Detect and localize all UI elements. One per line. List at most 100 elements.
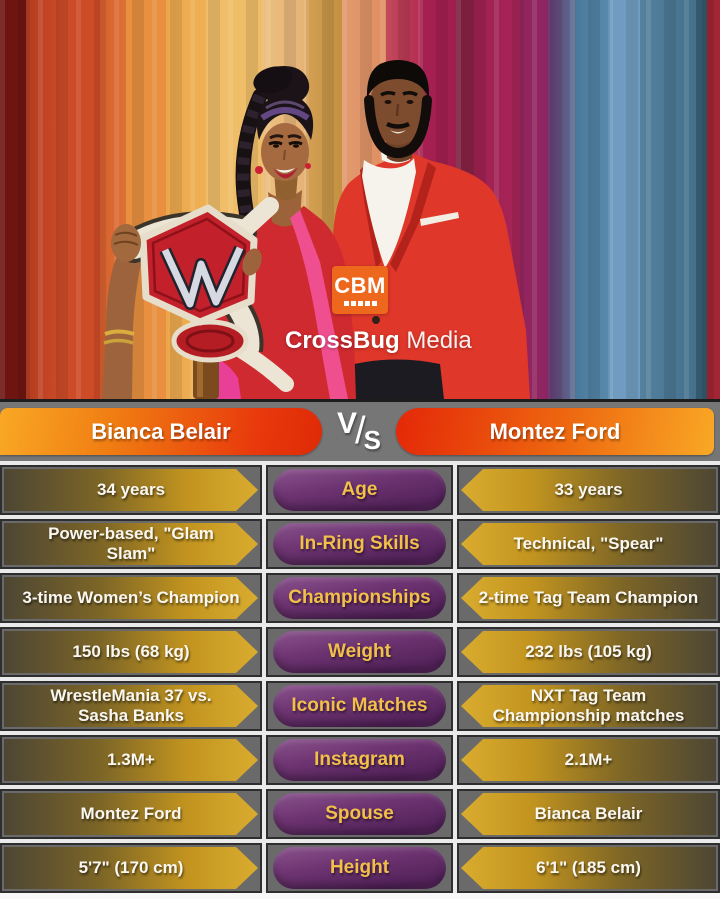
table-row: 3-time Women’s Champion Championships 2-… bbox=[0, 573, 720, 623]
right-value-cell: 2-time Tag Team Champion bbox=[457, 573, 720, 623]
table-row: Montez Ford Spouse Bianca Belair bbox=[0, 789, 720, 839]
left-arrow-shape bbox=[4, 685, 258, 727]
category-label: Iconic Matches bbox=[291, 695, 428, 717]
left-arrow-shape bbox=[4, 469, 258, 511]
vs-slash: / bbox=[355, 410, 366, 452]
vs-label: V / S bbox=[322, 402, 396, 461]
right-value: 33 years bbox=[554, 480, 623, 500]
category-pill bbox=[273, 631, 446, 673]
left-arrow-shape bbox=[4, 523, 258, 565]
category-cell: Weight bbox=[266, 627, 453, 677]
table-row: 5'7" (170 cm) Height 6'1" (185 cm) bbox=[0, 843, 720, 893]
vs-v: V bbox=[337, 406, 358, 440]
watermark-brand-bold: CrossBug bbox=[285, 327, 400, 354]
right-value-cell: 232 lbs (105 kg) bbox=[457, 627, 720, 677]
right-value-cell: 2.1M+ bbox=[457, 735, 720, 785]
left-value-cell: 34 years bbox=[0, 465, 262, 515]
vs-header-bar: Bianca Belair V / S Montez Ford bbox=[0, 399, 720, 461]
left-value: 34 years bbox=[96, 480, 166, 500]
cbm-logo-text: CBM bbox=[334, 272, 386, 298]
bottom-margin bbox=[0, 893, 720, 899]
right-value: 2.1M+ bbox=[564, 750, 613, 770]
left-arrow-shape bbox=[4, 847, 258, 889]
right-arrow-shape bbox=[461, 847, 716, 889]
category-pill bbox=[273, 469, 446, 511]
right-arrow-shape bbox=[461, 523, 716, 565]
vs-s: S bbox=[363, 425, 381, 455]
left-arrow-shape bbox=[4, 577, 258, 619]
left-value-cell: Power-based, "Glam Slam" bbox=[0, 519, 262, 569]
table-row: 150 lbs (68 kg) Weight 232 lbs (105 kg) bbox=[0, 627, 720, 677]
table-row: 34 years Age 33 years bbox=[0, 465, 720, 515]
category-cell: Height bbox=[266, 843, 453, 893]
left-value: 3-time Women’s Champion bbox=[22, 588, 240, 608]
left-name-pill: Bianca Belair bbox=[0, 408, 322, 455]
category-label: Spouse bbox=[325, 803, 394, 825]
left-value: 5'7" (170 cm) bbox=[78, 858, 184, 878]
watermark-brand-light-text: Media bbox=[406, 327, 472, 354]
comparison-table: 34 years Age 33 years Power-based, "Glam… bbox=[0, 461, 720, 893]
left-value: 150 lbs (68 kg) bbox=[72, 642, 190, 662]
right-arrow-shape bbox=[461, 577, 716, 619]
montez-figure bbox=[291, 60, 530, 399]
people-illustration bbox=[102, 60, 530, 399]
left-value: 1.3M+ bbox=[107, 750, 155, 770]
right-arrow-shape bbox=[461, 631, 716, 673]
category-cell: Spouse bbox=[266, 789, 453, 839]
left-arrow-shape bbox=[4, 793, 258, 835]
left-value: WrestleMania 37 vs. Sasha Banks bbox=[50, 686, 212, 725]
left-arrow-shape bbox=[4, 739, 258, 781]
left-value-cell: 5'7" (170 cm) bbox=[0, 843, 262, 893]
table-row: 1.3M+ Instagram 2.1M+ bbox=[0, 735, 720, 785]
right-value-cell: NXT Tag Team Championship matches bbox=[457, 681, 720, 731]
category-label: In-Ring Skills bbox=[299, 533, 420, 555]
category-pill bbox=[273, 685, 446, 727]
left-value-cell: Montez Ford bbox=[0, 789, 262, 839]
category-pill bbox=[273, 739, 446, 781]
right-value: NXT Tag Team Championship matches bbox=[492, 686, 685, 725]
category-cell: Iconic Matches bbox=[266, 681, 453, 731]
left-arrow-shape bbox=[4, 631, 258, 673]
left-value-cell: WrestleMania 37 vs. Sasha Banks bbox=[0, 681, 262, 731]
right-value: 6'1" (185 cm) bbox=[536, 858, 641, 878]
left-value-cell: 1.3M+ bbox=[0, 735, 262, 785]
category-pill bbox=[273, 577, 446, 619]
right-value-cell: Technical, "Spear" bbox=[457, 519, 720, 569]
right-value-cell: 6'1" (185 cm) bbox=[457, 843, 720, 893]
right-name-pill: Montez Ford bbox=[396, 408, 714, 455]
left-value: Montez Ford bbox=[80, 804, 182, 824]
right-arrow-shape bbox=[461, 469, 716, 511]
left-value-cell: 150 lbs (68 kg) bbox=[0, 627, 262, 677]
category-label: Age bbox=[341, 479, 378, 501]
category-cell: Instagram bbox=[266, 735, 453, 785]
category-label: Weight bbox=[328, 641, 391, 663]
category-pill bbox=[273, 847, 446, 889]
hero-photo: CBM CrossBug Media bbox=[0, 0, 720, 399]
championship-belt bbox=[111, 197, 294, 392]
right-value: Bianca Belair bbox=[534, 804, 643, 824]
right-value: Technical, "Spear" bbox=[513, 534, 664, 554]
category-label: Instagram bbox=[314, 749, 405, 771]
left-value-cell: 3-time Women’s Champion bbox=[0, 573, 262, 623]
right-value-cell: 33 years bbox=[457, 465, 720, 515]
category-pill bbox=[273, 793, 446, 835]
category-cell: In-Ring Skills bbox=[266, 519, 453, 569]
category-label: Championships bbox=[288, 587, 431, 609]
right-arrow-shape bbox=[461, 739, 716, 781]
right-value: 2-time Tag Team Champion bbox=[478, 588, 699, 608]
category-pill bbox=[273, 523, 446, 565]
right-arrow-shape bbox=[461, 685, 716, 727]
category-label: Height bbox=[329, 857, 390, 879]
category-cell: Championships bbox=[266, 573, 453, 623]
right-arrow-shape bbox=[461, 793, 716, 835]
table-row: Power-based, "Glam Slam" In-Ring Skills … bbox=[0, 519, 720, 569]
cbm-logo-dots bbox=[343, 300, 377, 306]
cbm-logo: CBM bbox=[332, 266, 388, 314]
left-value: Power-based, "Glam Slam" bbox=[48, 524, 214, 563]
category-cell: Age bbox=[266, 465, 453, 515]
right-value-cell: Bianca Belair bbox=[457, 789, 720, 839]
table-row: WrestleMania 37 vs. Sasha Banks Iconic M… bbox=[0, 681, 720, 731]
watermark-brand: CrossBug Media bbox=[285, 327, 472, 355]
right-value: 232 lbs (105 kg) bbox=[525, 642, 652, 662]
